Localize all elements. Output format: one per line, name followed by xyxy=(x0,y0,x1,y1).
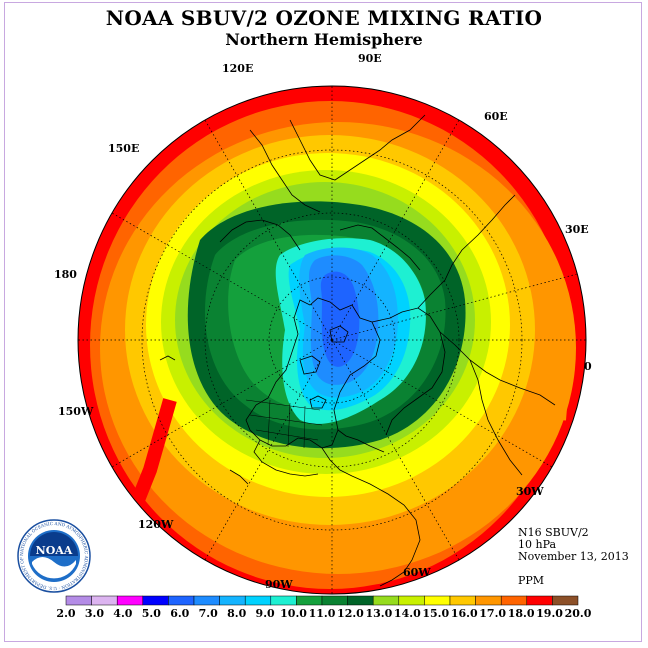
colorbar-tick-label: 9.0 xyxy=(255,607,275,620)
orange-edge-e xyxy=(539,288,572,421)
lon-label-120w: 120W xyxy=(138,518,174,531)
globe-outline xyxy=(77,85,587,595)
lon-label-30e: 30E xyxy=(565,223,589,236)
colorbar-tick-label: 12.0 xyxy=(337,607,364,620)
colorbar-tick-label: 4.0 xyxy=(113,607,133,620)
colorbar-tick-label: 5.0 xyxy=(141,607,161,620)
colorbar-tick-label: 3.0 xyxy=(84,607,105,620)
lon-label-180: 180 xyxy=(54,268,77,281)
colorbar-tick-label: 15.0 xyxy=(422,607,450,620)
lon-label-90e: 90E xyxy=(358,52,382,65)
colorbar-tick-label: 14.0 xyxy=(393,607,421,620)
lon-label-120e: 120E xyxy=(222,62,254,75)
colorbar-tick-label: 18.0 xyxy=(507,607,535,620)
colorbar-tick-label: 13.0 xyxy=(365,607,393,620)
level-label: 10 hPa xyxy=(518,538,557,551)
units-label: PPM xyxy=(518,574,545,587)
lon-label-30w: 30W xyxy=(516,485,544,498)
colorbar-tick-label: 19.0 xyxy=(536,607,563,620)
lon-label-150e: 150E xyxy=(108,142,140,155)
colorbar-tick-label: 11.0 xyxy=(308,607,336,620)
colorbar-tick-label: 8.0 xyxy=(227,607,247,620)
lon-label-60w: 60W xyxy=(403,566,431,579)
colorbar-tick-label: 7.0 xyxy=(198,607,218,620)
colorbar-tick-label: 10.0 xyxy=(280,607,307,620)
date-label: November 13, 2013 xyxy=(518,550,629,563)
lon-label-90w: 90W xyxy=(265,578,293,591)
band-5-6 xyxy=(320,271,360,367)
graticule xyxy=(78,86,586,594)
lon-label-60e: 60E xyxy=(484,110,508,123)
info-block: N16 SBUV/2 10 hPa November 13, 2013 xyxy=(518,527,629,563)
instrument-label: N16 SBUV/2 xyxy=(518,526,589,539)
svg-text:NOAA: NOAA xyxy=(36,544,73,557)
lon-label-150w: 150W xyxy=(58,405,94,418)
map-subtitle: Northern Hemisphere xyxy=(225,30,423,49)
colorbar-tick-label: 16.0 xyxy=(450,607,478,620)
map-title: NOAA SBUV/2 OZONE MIXING RATIO xyxy=(105,6,543,30)
colorbar-tick-label: 6.0 xyxy=(170,607,190,620)
colorbar-tick-label: 17.0 xyxy=(479,607,507,620)
noaa-logo: NOAA NATIONAL OCEANIC AND ATMOSPHERIC AD… xyxy=(16,518,91,593)
lon-label-0: 0 xyxy=(584,360,592,373)
colorbar-tick-label: 20.0 xyxy=(564,607,592,620)
colorbar-tick-label: 2.0 xyxy=(56,607,76,620)
figure-frame xyxy=(4,2,642,642)
